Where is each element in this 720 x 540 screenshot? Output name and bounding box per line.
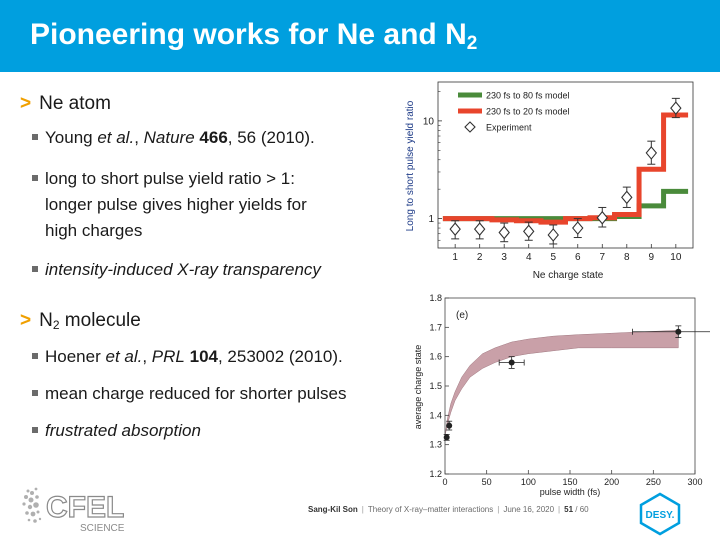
- yield-ratio-y-tick-label: 1: [428, 214, 434, 225]
- square-bullet-icon: [32, 390, 38, 396]
- yield-ratio-plot-frame: [437, 81, 694, 249]
- n2-point-mean-charge: mean charge reduced for shorter pulses: [32, 381, 392, 407]
- square-bullet-icon: [32, 266, 38, 272]
- legend-swatch-experiment: [464, 121, 476, 133]
- yield-ratio-x-label: Ne charge state: [533, 270, 604, 281]
- charge-state-annotation: (e): [456, 310, 468, 321]
- experiment-point: [547, 228, 559, 242]
- square-bullet-icon: [32, 175, 38, 181]
- ne-heading: > Ne atom: [20, 93, 111, 114]
- charge-state-y-tick-label: 1.4: [429, 410, 442, 420]
- yield-ratio-x-tick-label: 5: [550, 252, 556, 263]
- footer-page: 51: [564, 505, 574, 514]
- charge-state-plot-area: 0 50 100 150 200 250 300 1.2 1.3 1.4 1.5 1.6 1.7 1.8: [429, 293, 710, 487]
- series-line-80fs-model: [442, 188, 689, 222]
- charge-state-chart: 0 50 100 150 200 250 3001.21.31.41.51.61.71.8 …: [413, 293, 710, 497]
- n2-reference: Hoener et al., PRL 104, 253002 (2010).: [32, 344, 392, 370]
- cfel-logo-text: CFEL: [46, 491, 124, 524]
- charge-state-x-tick-label: 300: [687, 477, 702, 487]
- yield-ratio-y-label: Long to short pulse yield ratio: [405, 100, 416, 231]
- ne-reference: Young et al., Nature 466, 56 (2010).: [32, 125, 392, 151]
- charge-state-x-tick-label: 100: [521, 477, 536, 487]
- charge-state-y-tick-label: 1.3: [429, 440, 442, 450]
- charge-state-y-tick-label: 1.8: [429, 293, 442, 303]
- legend-label-20fs: 230 fs to 20 fs model: [486, 107, 570, 117]
- data-point: [675, 328, 682, 335]
- n2-heading: > N2 molecule: [20, 310, 141, 332]
- experiment-point: [473, 222, 486, 236]
- experiment-point: [645, 146, 658, 160]
- cfel-logo: CFEL SCIENCE: [22, 487, 125, 534]
- footer-total: / 60: [575, 505, 589, 514]
- series-line-20fs-model: [442, 112, 689, 225]
- footer: Sang-Kil Son | Theory of X-ray–matter inte…: [308, 505, 589, 514]
- charge-state-y-tick-label: 1.2: [429, 469, 442, 479]
- title-bar: Pioneering works for Ne and N2: [0, 0, 720, 72]
- data-point: [443, 434, 450, 441]
- charge-state-y-tick-label: 1.6: [429, 352, 442, 362]
- yield-ratio-plot-area: 1 2 3 4 5 6 7 8 9 10 1 10 230 fs to 80 fs model 230 f…: [423, 81, 694, 263]
- bullet-arrow-icon: >: [20, 93, 32, 114]
- charge-state-y-tick-label: 1.5: [429, 381, 442, 391]
- square-bullet-icon: [32, 134, 38, 140]
- yield-ratio-y-tick-label: 10: [423, 116, 435, 127]
- experiment-point: [596, 210, 608, 225]
- simulation-band: [444, 330, 679, 436]
- charge-state-y-label: average charge state: [413, 345, 423, 430]
- experiment-point: [498, 225, 510, 240]
- square-bullet-icon: [32, 427, 38, 433]
- footer-talk: Theory of X-ray–matter interactions: [367, 505, 494, 514]
- charge-state-x-tick-label: 200: [604, 477, 619, 487]
- ne-point-yield-ratio: long to short pulse yield ratio > 1: lon…: [32, 166, 392, 244]
- charge-state-x-tick-label: 150: [562, 477, 577, 487]
- experiment-point: [523, 224, 535, 239]
- footer-author: Sang-Kil Son: [308, 505, 358, 514]
- yield-ratio-x-tick-label: 3: [501, 252, 507, 263]
- experiment-point: [670, 101, 682, 116]
- slide-title: Pioneering works for Ne and N2: [30, 18, 478, 54]
- yield-ratio-x-tick-label: 2: [477, 252, 483, 263]
- yield-ratio-x-tick-label: 6: [575, 252, 581, 263]
- footer-date: June 16, 2020: [503, 505, 555, 514]
- legend-label-experiment: Experiment: [486, 123, 532, 133]
- desy-logo-text: DESY.: [646, 510, 675, 521]
- charge-state-x-label: pulse width (fs): [540, 487, 601, 497]
- science-logo-text: SCIENCE: [80, 523, 125, 534]
- data-point: [446, 422, 453, 429]
- charge-state-x-tick-label: 0: [442, 477, 447, 487]
- charge-state-plot-frame: [444, 297, 696, 475]
- charge-state-x-tick-label: 50: [482, 477, 492, 487]
- yield-ratio-x-tick-label: 1: [452, 252, 458, 263]
- experiment-point: [449, 222, 461, 236]
- square-bullet-icon: [32, 353, 38, 359]
- experiment-point: [621, 190, 633, 205]
- yield-ratio-x-tick-label: 10: [670, 252, 682, 263]
- yield-ratio-x-tick-label: 4: [526, 252, 532, 263]
- yield-ratio-x-tick-label: 9: [649, 252, 655, 263]
- yield-ratio-x-tick-label: 7: [599, 252, 605, 263]
- experiment-point: [572, 221, 584, 235]
- charge-state-y-tick-label: 1.7: [429, 322, 442, 332]
- bullet-arrow-icon: >: [20, 310, 32, 331]
- n2-point-frustrated: frustrated absorption: [32, 418, 392, 444]
- desy-logo: DESY.: [639, 492, 681, 536]
- data-point: [508, 359, 515, 366]
- yield-ratio-chart: 1 2 3 4 5 6 7 8 9 10 1 10 230 fs to 80 fs model 230 f…: [405, 81, 694, 281]
- legend-label-80fs: 230 fs to 80 fs model: [486, 91, 570, 101]
- yield-ratio-x-tick-label: 8: [624, 252, 630, 263]
- charge-state-x-tick-label: 250: [646, 477, 661, 487]
- ne-point-transparency: intensity-induced X-ray transparency: [32, 257, 392, 283]
